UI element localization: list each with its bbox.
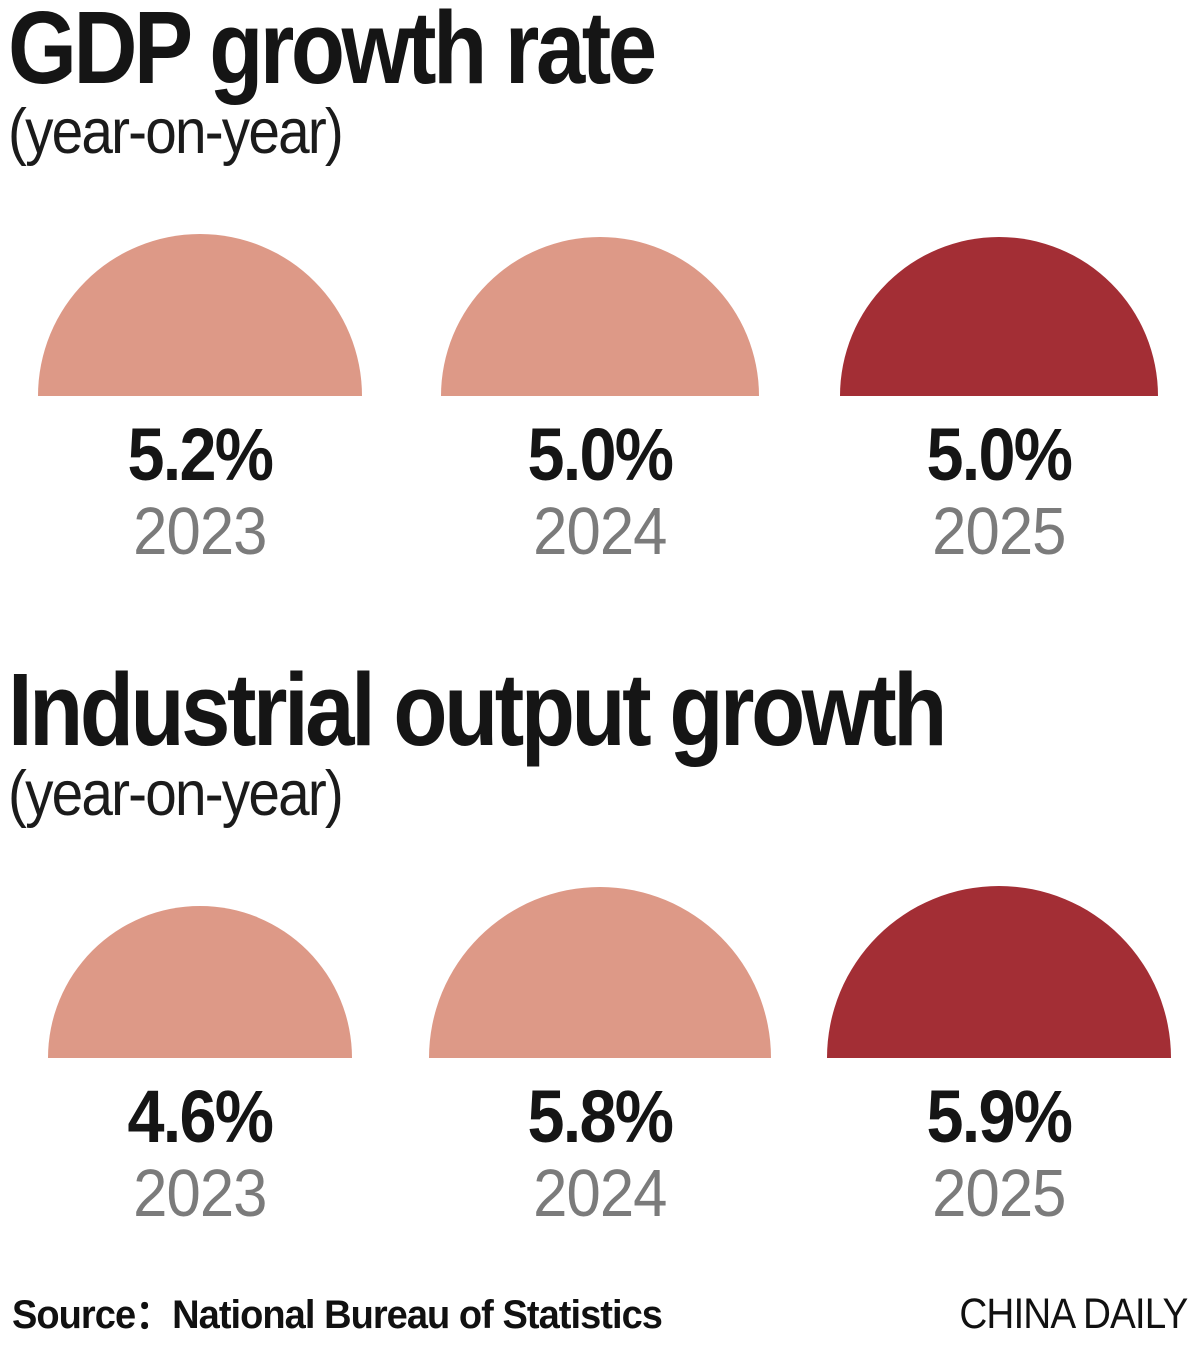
value-label: 5.0%	[926, 412, 1073, 496]
label-column: 5.9% 2025	[799, 1074, 1199, 1232]
semicircle-2023	[37, 233, 362, 396]
chart-subtitle: (year-on-year)	[8, 96, 344, 167]
year-label: 2024	[532, 494, 667, 570]
label-column: 5.0% 2025	[799, 412, 1199, 570]
chart-subtitle: (year-on-year)	[8, 758, 344, 829]
label-row: 4.6% 2023 5.8% 2024 5.9% 2025	[0, 1074, 1199, 1232]
label-column: 5.0% 2024	[400, 412, 800, 570]
year-label: 2025	[932, 494, 1066, 570]
footer: Source：National Bureau of Statistics CHI…	[0, 1282, 1199, 1340]
year-label: 2025	[932, 1156, 1066, 1232]
semicircle-row	[0, 222, 1199, 396]
semicircle-column	[0, 233, 400, 396]
value-label: 5.8%	[527, 1074, 673, 1158]
chart-title: GDP growth rate	[8, 0, 657, 105]
semicircle-2025	[840, 236, 1159, 396]
chart-title: Industrial output growth	[8, 652, 947, 767]
value-label: 5.2%	[127, 412, 274, 496]
semicircle-column	[0, 905, 400, 1058]
semicircle-2024	[428, 886, 771, 1058]
value-label: 4.6%	[127, 1074, 274, 1158]
semicircle-column	[799, 236, 1199, 396]
label-column: 4.6% 2023	[0, 1074, 400, 1232]
semicircle-2023	[47, 905, 352, 1058]
semicircle-2025	[827, 885, 1172, 1058]
semicircle-2024	[440, 236, 759, 396]
value-label: 5.0%	[527, 412, 673, 496]
year-label: 2023	[133, 1156, 267, 1232]
gdp-growth-chart: GDP growth rate (year-on-year) 5.2% 2023 5…	[0, 0, 1199, 570]
year-label: 2023	[133, 494, 267, 570]
label-row: 5.2% 2023 5.0% 2024 5.0% 2025	[0, 412, 1199, 570]
credit-text: CHINA DAILY	[958, 1290, 1188, 1338]
source-text: Source：National Bureau of Statistics	[12, 1293, 663, 1337]
label-column: 5.2% 2023	[0, 412, 400, 570]
semicircle-column	[799, 885, 1199, 1058]
value-label: 5.9%	[926, 1074, 1073, 1158]
semicircle-column	[400, 886, 800, 1058]
label-column: 5.8% 2024	[400, 1074, 800, 1232]
year-label: 2024	[532, 1156, 667, 1232]
semicircle-row	[0, 884, 1199, 1058]
industrial-output-chart: Industrial output growth (year-on-year) …	[0, 652, 1199, 1232]
semicircle-column	[400, 236, 800, 396]
